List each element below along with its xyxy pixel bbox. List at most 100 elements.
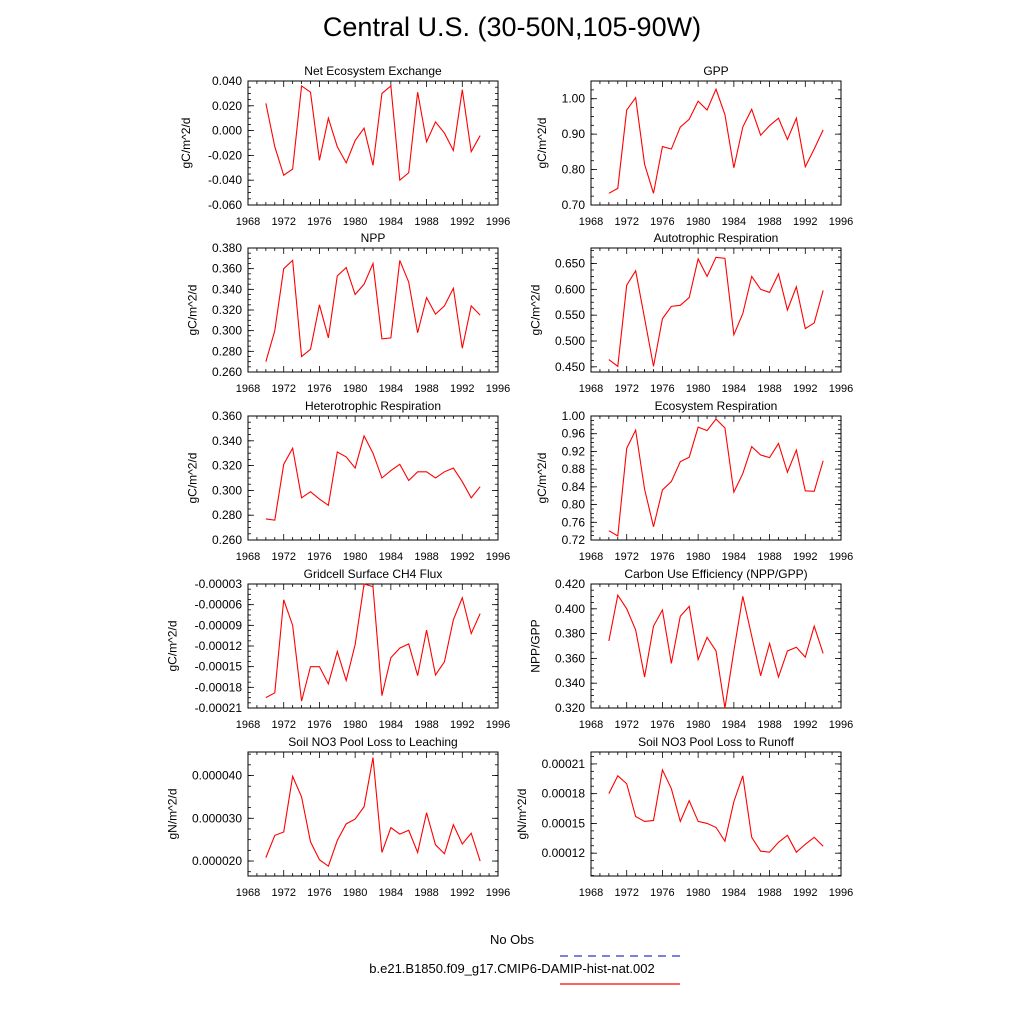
y-tick-label: -0.00015 <box>195 660 243 674</box>
y-tick-label: 0.96 <box>562 427 586 441</box>
x-tick-label: 1992 <box>793 719 817 731</box>
x-tick-label: 1988 <box>757 216 781 228</box>
x-tick-label: 1976 <box>650 216 674 228</box>
chart-panel-10: Soil NO3 Pool Loss to Runoff 1968 1972 1976… <box>515 735 853 899</box>
x-tick-label: 1996 <box>486 887 510 899</box>
chart-title: Autotrophic Respiration <box>654 231 779 245</box>
x-tick-label: 1992 <box>450 383 474 395</box>
y-tick-label: 0.76 <box>562 515 586 529</box>
plot-frame <box>590 247 842 373</box>
x-tick-label: 1996 <box>486 383 510 395</box>
y-tick-label: 0.300 <box>212 324 242 338</box>
series-line <box>265 259 481 362</box>
x-tick-label: 1968 <box>579 216 603 228</box>
y-tick-label: 0.550 <box>555 308 585 322</box>
x-tick-label: 1980 <box>343 887 367 899</box>
y-tick-label: 1.00 <box>562 409 586 423</box>
y-tick-label: -0.060 <box>208 198 242 212</box>
y-tick-label: 0.90 <box>562 127 586 141</box>
y-tick-label: 0.280 <box>212 508 242 522</box>
x-tick-label: 1968 <box>236 551 260 563</box>
y-tick-label: 0.320 <box>212 303 242 317</box>
series-line <box>265 84 481 182</box>
chart-panel-2: GPP 1968 1972 1976 1980 1984 1988 1992 1996 0.70 0… <box>535 64 853 228</box>
x-tick-label: 1984 <box>379 383 403 395</box>
x-tick-label: 1972 <box>614 551 638 563</box>
x-tick-label: 1992 <box>450 887 474 899</box>
x-tick-label: 1980 <box>686 887 710 899</box>
y-tick-label: -0.00003 <box>195 577 243 591</box>
x-tick-label: 1992 <box>793 551 817 563</box>
y-tick-label: 0.00018 <box>542 787 586 801</box>
x-tick-label: 1980 <box>343 383 367 395</box>
y-tick-label: 0.360 <box>212 262 242 276</box>
x-tick-label: 1984 <box>379 551 403 563</box>
chart-panel-7: Gridcell Surface CH4 Flux 1968 1972 1976 198… <box>165 567 510 731</box>
series-line <box>608 418 824 537</box>
x-tick-label: 1992 <box>793 383 817 395</box>
y-tick-label: -0.020 <box>208 148 242 162</box>
x-tick-label: 1976 <box>650 551 674 563</box>
y-tick-label: 0.040 <box>212 74 242 88</box>
y-tick-label: 0.00012 <box>542 846 586 860</box>
y-axis-label: gN/m^2/d <box>165 789 179 840</box>
y-axis-label: gC/m^2/d <box>165 621 179 672</box>
y-tick-label: 0.360 <box>555 651 585 665</box>
x-tick-label: 1976 <box>307 216 331 228</box>
legend-obs-swatch <box>560 955 680 957</box>
x-tick-label: 1988 <box>414 719 438 731</box>
chart-panel-5: Heterotrophic Respiration 1968 1972 1976 198… <box>186 399 511 563</box>
x-tick-label: 1988 <box>757 383 781 395</box>
y-tick-label: 0.340 <box>212 434 242 448</box>
x-tick-label: 1996 <box>486 216 510 228</box>
x-tick-label: 1996 <box>486 719 510 731</box>
x-tick-label: 1992 <box>793 216 817 228</box>
y-tick-label: -0.00021 <box>195 701 243 715</box>
series-line <box>608 256 824 368</box>
x-tick-label: 1992 <box>793 887 817 899</box>
y-tick-label: 0.020 <box>212 99 242 113</box>
y-axis-label: gC/m^2/d <box>186 453 200 504</box>
x-tick-label: 1992 <box>450 719 474 731</box>
y-tick-label: 0.380 <box>212 241 242 255</box>
chart-title: Ecosystem Respiration <box>655 399 778 413</box>
x-tick-label: 1968 <box>579 551 603 563</box>
y-tick-label: 0.000 <box>212 124 242 138</box>
y-tick-label: 0.500 <box>555 334 585 348</box>
x-tick-label: 1972 <box>271 216 295 228</box>
x-tick-label: 1976 <box>307 719 331 731</box>
chart-panel-1: Net Ecosystem Exchange 1968 1972 1976 1980 19… <box>179 64 510 228</box>
y-tick-label: 0.320 <box>212 459 242 473</box>
y-tick-label: 0.260 <box>212 365 242 379</box>
x-tick-label: 1976 <box>307 887 331 899</box>
x-tick-label: 1988 <box>757 551 781 563</box>
x-tick-label: 1988 <box>414 551 438 563</box>
x-tick-label: 1984 <box>722 887 746 899</box>
chart-title: GPP <box>703 64 728 78</box>
x-tick-label: 1980 <box>686 719 710 731</box>
y-tick-label: 0.80 <box>562 163 586 177</box>
chart-panel-6: Ecosystem Respiration 1968 1972 1976 1980 198… <box>535 399 853 563</box>
x-tick-label: 1988 <box>757 719 781 731</box>
y-tick-label: 0.400 <box>555 602 585 616</box>
legend-obs-label: No Obs <box>489 932 535 947</box>
chart-title: Soil NO3 Pool Loss to Runoff <box>638 735 795 749</box>
y-tick-label: 0.300 <box>212 483 242 497</box>
x-tick-label: 1976 <box>650 719 674 731</box>
y-tick-label: -0.00006 <box>195 598 243 612</box>
x-tick-label: 1992 <box>450 551 474 563</box>
chart-title: Net Ecosystem Exchange <box>304 64 442 78</box>
y-tick-label: 1.00 <box>562 92 586 106</box>
series-line <box>265 434 481 521</box>
y-tick-label: 0.92 <box>562 444 586 458</box>
y-tick-label: 0.600 <box>555 282 585 296</box>
y-tick-label: 0.450 <box>555 360 585 374</box>
y-axis-label: gC/m^2/d <box>535 118 549 169</box>
plot-frame <box>590 415 842 541</box>
x-tick-label: 1996 <box>829 719 853 731</box>
chart-panel-3: NPP 1968 1972 1976 1980 1984 1988 1992 1996 0.260… <box>186 231 511 395</box>
x-tick-label: 1984 <box>722 383 746 395</box>
x-tick-label: 1996 <box>829 216 853 228</box>
x-tick-label: 1988 <box>414 216 438 228</box>
